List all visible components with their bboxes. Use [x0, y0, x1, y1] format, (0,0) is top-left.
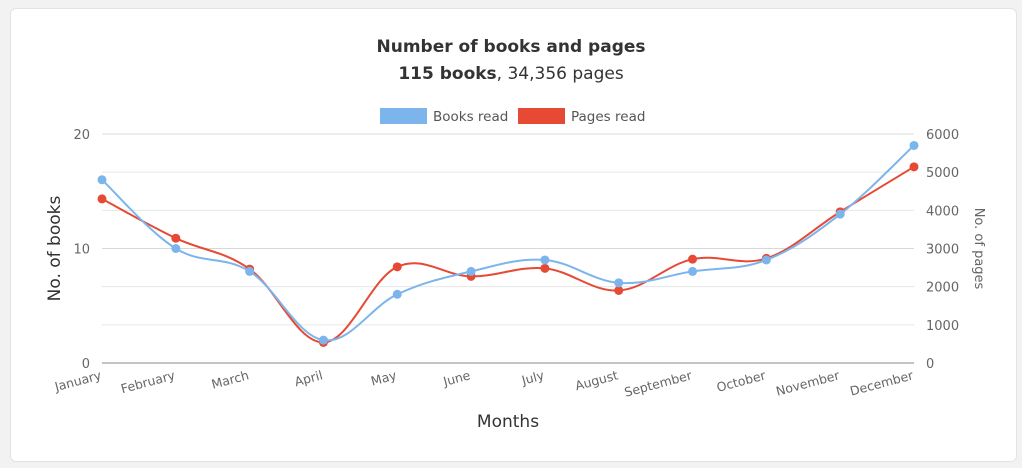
x-tick-label: April [293, 367, 324, 389]
books-read-point[interactable] [97, 175, 107, 185]
y-right-tick-label: 0 [926, 357, 934, 372]
x-axis-title: Months [477, 412, 539, 432]
y-right-tick-label: 1000 [926, 319, 959, 334]
legend-swatch-pages-read[interactable] [518, 108, 565, 124]
subtitle-pages: , 34,356 pages [496, 64, 624, 84]
x-tick-label: March [210, 367, 251, 391]
pages-read-point[interactable] [392, 262, 402, 272]
books-read-point[interactable] [761, 255, 771, 265]
books-read-point[interactable] [835, 209, 845, 219]
books-read-point[interactable] [245, 266, 255, 276]
y-right-tick-label: 3000 [926, 243, 959, 258]
legend-swatch-books-read[interactable] [380, 108, 427, 124]
pages-read-point[interactable] [909, 162, 919, 172]
y-right-tick-label: 5000 [926, 166, 959, 181]
pages-read-line [101, 165, 915, 344]
y-left-axis-title: No. of books [45, 196, 65, 302]
x-tick-label: May [369, 367, 398, 388]
books-read-point[interactable] [318, 335, 328, 345]
books-read-point[interactable] [392, 289, 402, 299]
books-read-line [101, 144, 915, 342]
x-tick-label: October [715, 367, 768, 395]
books-read-point[interactable] [540, 255, 550, 265]
x-tick-label: July [519, 367, 546, 388]
books-read-point[interactable] [171, 244, 181, 253]
pages-read-point[interactable] [171, 233, 181, 243]
books-read-point[interactable] [688, 266, 698, 276]
chart-title: Number of books and pages [376, 37, 646, 57]
chart-subtitle: 115 books, 34,356 pages [0, 64, 1022, 84]
x-tick-label: August [573, 367, 619, 393]
x-tick-label: February [119, 367, 177, 396]
pages-read-point[interactable] [688, 254, 698, 264]
subtitle-books: 115 books [398, 64, 497, 84]
y-left-tick-label: 10 [73, 243, 90, 258]
pages-read-point[interactable] [97, 194, 107, 204]
y-left-tick-label: 0 [82, 357, 90, 372]
pages-read-point[interactable] [614, 285, 624, 295]
x-tick-label: December [848, 367, 915, 398]
y-right-tick-label: 6000 [926, 128, 959, 143]
y-right-tick-label: 4000 [926, 204, 959, 219]
y-right-tick-label: 2000 [926, 281, 959, 296]
x-tick-label: June [441, 367, 472, 389]
pages-read-point[interactable] [540, 263, 550, 273]
x-tick-label: September [623, 367, 694, 400]
books-read-point[interactable] [466, 266, 476, 276]
books-read-point[interactable] [614, 278, 624, 288]
legend-label-pages-read[interactable]: Pages read [571, 109, 645, 125]
legend-label-books-read[interactable]: Books read [433, 109, 508, 125]
x-tick-label: January [52, 367, 103, 394]
books-read-point[interactable] [909, 140, 919, 150]
y-right-axis-title: No. of pages [971, 208, 986, 290]
y-left-tick-label: 20 [73, 128, 90, 143]
x-tick-label: November [774, 367, 842, 399]
